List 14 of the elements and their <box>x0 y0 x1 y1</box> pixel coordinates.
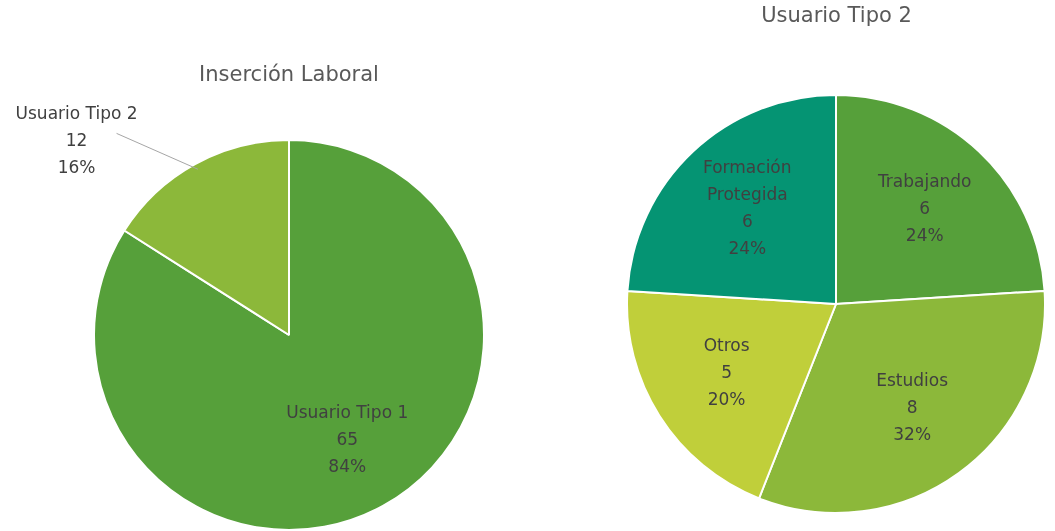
slice-label: Estudios <box>876 370 949 391</box>
slice-label: Formación Protegida <box>703 157 792 205</box>
chart-title: Inserción Laboral <box>198 62 380 86</box>
data-label: 65 84% <box>328 429 367 477</box>
data-label: 8 32% <box>893 397 932 445</box>
slice-label: Trabajando <box>876 170 972 191</box>
data-label: 5 20% <box>707 361 746 409</box>
chart-title: Usuario Tipo 2 <box>760 3 913 27</box>
slice-label: Otros <box>703 334 750 355</box>
slice-label: Usuario Tipo 1 <box>286 402 409 423</box>
data-label: 12 16% <box>57 129 96 177</box>
data-label: 6 24% <box>728 211 767 259</box>
slice-label: Usuario Tipo 2 <box>15 102 138 123</box>
data-label: 6 24% <box>905 197 944 245</box>
